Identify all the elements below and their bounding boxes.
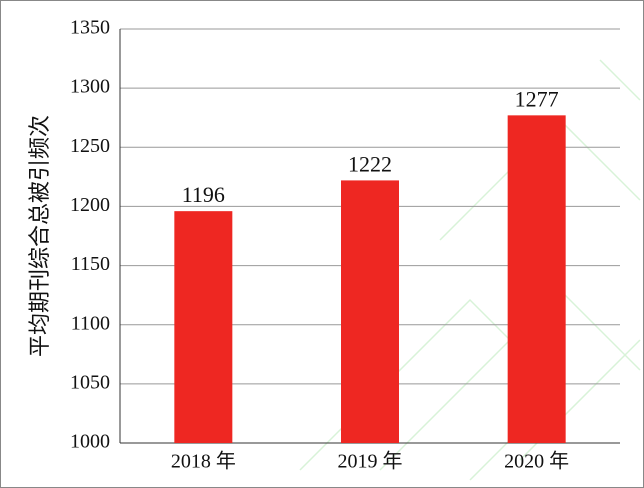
y-tick-label: 1000: [70, 431, 110, 453]
y-tick-label: 1150: [71, 253, 110, 275]
y-tick-label: 1100: [71, 312, 110, 334]
x-tick-label: 2020 年: [504, 450, 569, 473]
y-tick-label: 1050: [70, 371, 110, 393]
y-tick-label: 1200: [70, 194, 110, 216]
y-tick-label: 1250: [70, 135, 110, 157]
data-label: 1277: [515, 86, 559, 111]
x-tick-label: 2018 年: [171, 450, 236, 473]
data-label: 1196: [182, 182, 225, 207]
bar: [507, 115, 566, 443]
x-tick-label: 2019 年: [338, 450, 403, 473]
y-axis-label: 平均期刊综合总被引频次: [27, 115, 52, 357]
y-tick-label: 1300: [70, 76, 110, 98]
bar: [174, 211, 233, 443]
bar: [341, 180, 399, 444]
data-label: 1222: [348, 151, 392, 176]
y-tick-label: 1350: [70, 17, 110, 39]
